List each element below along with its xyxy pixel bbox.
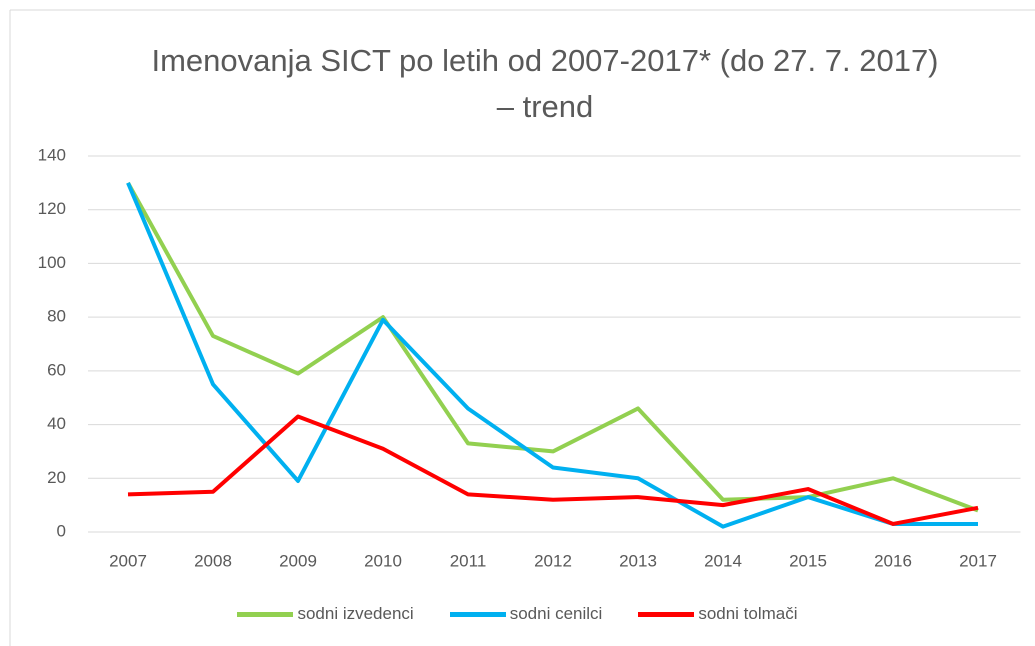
y-tick-label: 20 [47,468,66,487]
x-tick-label: 2016 [874,551,912,570]
x-tick-label: 2014 [704,551,742,570]
legend-swatch [638,611,695,617]
legend: sodni izvedenci sodni cenilci sodni tolmač… [0,604,1035,624]
legend-item: sodni izvedenci [237,604,414,624]
legend-item: sodni cenilci [449,604,603,624]
x-tick-label: 2011 [450,551,487,570]
legend-item: sodni tolmači [638,604,798,624]
y-tick-label: 140 [38,145,66,164]
series-line [127,414,979,526]
y-tick-label: 120 [38,199,66,218]
y-tick-label: 0 [57,521,66,540]
x-tick-label: 2010 [364,551,402,570]
legend-swatch [449,611,506,617]
y-tick-label: 60 [47,360,66,379]
series-line [126,182,978,529]
x-tick-label: 2012 [534,551,572,570]
chart-title: Imenovanja SICT po letih od 2007-2017* (… [151,43,939,124]
x-tick-label: 2017 [959,551,997,570]
y-tick-label: 100 [38,253,66,272]
x-tick-label: 2007 [109,551,147,570]
y-tick-label: 80 [47,307,66,326]
legend-swatch [237,611,294,617]
legend-label: sodni cenilci [509,604,603,623]
legend-label: sodni izvedenci [297,604,414,623]
y-tick-label: 40 [47,414,66,433]
x-tick-label: 2015 [789,551,827,570]
x-tick-label: 2009 [279,551,317,570]
x-tick-label: 2013 [619,551,657,570]
x-tick-label: 2008 [194,551,232,570]
legend-label: sodni tolmači [698,604,798,623]
series-line [126,181,979,513]
